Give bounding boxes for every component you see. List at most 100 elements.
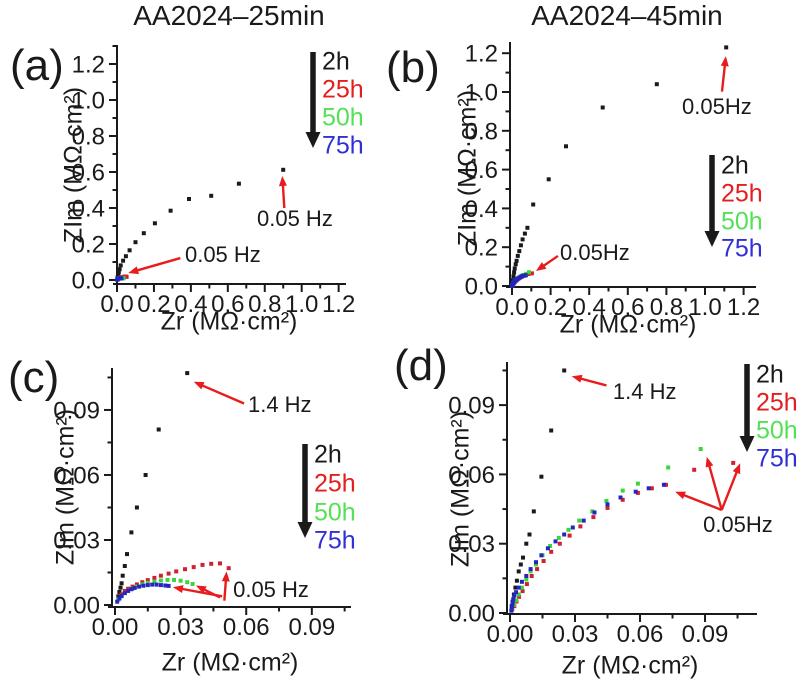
legend-item-75h-d: 75h	[756, 444, 798, 473]
annotation-arrow-shaft	[201, 587, 221, 599]
x-tick-label: 1.2	[322, 291, 355, 318]
data-point	[515, 253, 520, 258]
data-point	[549, 428, 554, 433]
data-point	[566, 527, 571, 532]
annotation-arrow-shaft	[720, 62, 727, 92]
panel-d-letter: (d)	[394, 341, 448, 390]
data-point	[516, 585, 521, 590]
legend-time-arrow-head	[739, 436, 755, 452]
y-tick-label: 0.00	[448, 601, 495, 628]
x-tick-label: 0.09	[682, 621, 729, 648]
data-point	[145, 578, 150, 583]
data-point	[541, 559, 546, 563]
annotation-arrow-shaft	[578, 376, 607, 387]
y-tick-label: 0.09	[53, 397, 100, 424]
data-point	[531, 509, 536, 514]
x-tick-label: 0.6	[611, 294, 644, 321]
x-tick-label: 0.03	[157, 614, 204, 641]
legend-item-50h-d: 50h	[756, 416, 798, 445]
data-point	[545, 546, 550, 551]
data-point	[524, 582, 529, 587]
panel-b-y-axis-label: ZIm (MΩ·cm²)	[453, 89, 482, 247]
panel-b-x-axis-label: Zr (MΩ·cm²)	[559, 310, 697, 339]
data-point	[528, 567, 533, 572]
data-point	[522, 231, 527, 236]
legend-item-25h-c: 25h	[314, 469, 356, 498]
annotation-arrow-shaft	[720, 469, 739, 511]
series-25h-d	[510, 460, 736, 612]
data-point	[567, 533, 572, 538]
panel-a-x-axis-label: Zr (MΩ·cm²)	[160, 307, 298, 336]
data-point	[519, 585, 524, 590]
data-point	[119, 593, 124, 598]
x-tick-label: 0.0	[495, 294, 528, 321]
data-point	[604, 499, 609, 503]
data-point	[525, 225, 530, 230]
data-point	[513, 262, 518, 267]
data-point	[158, 578, 163, 583]
data-point	[562, 368, 567, 373]
x-tick-label: 0.4	[573, 294, 606, 321]
y-tick-label: 0.0	[465, 274, 498, 301]
y-tick-label: 1.2	[72, 52, 105, 79]
annotation-arrow-head	[128, 266, 139, 275]
data-point	[556, 535, 561, 540]
data-point	[557, 541, 562, 546]
data-point	[119, 581, 124, 586]
annotation-label-b-0: 0.05Hz	[682, 93, 752, 119]
data-point	[511, 597, 516, 602]
data-point	[123, 254, 128, 259]
data-point	[524, 574, 529, 578]
annotation-arrow-head	[172, 585, 184, 593]
data-point	[512, 266, 517, 271]
data-point	[527, 532, 532, 537]
y-tick-label: 0.8	[72, 124, 105, 151]
data-point	[518, 243, 523, 248]
data-point	[126, 588, 131, 593]
data-point	[633, 489, 638, 494]
data-point	[218, 561, 222, 566]
panel-b-letter: (b)	[386, 43, 440, 92]
data-point	[209, 561, 214, 566]
data-point	[562, 532, 567, 537]
data-point	[521, 555, 525, 560]
data-point	[141, 583, 146, 588]
annotation-label-d-1: 0.05Hz	[703, 511, 773, 537]
data-point	[549, 549, 554, 554]
data-point	[172, 577, 176, 582]
legend-item-25h-a: 25h	[322, 75, 364, 104]
annotation-label-b-1: 0.05Hz	[560, 240, 630, 266]
data-point	[127, 248, 132, 253]
legend-time-arrow-head	[297, 522, 313, 538]
data-point	[134, 584, 139, 589]
data-point	[539, 474, 544, 479]
data-point	[605, 502, 610, 507]
legend-item-2h-a: 2h	[322, 47, 350, 76]
data-point	[166, 583, 171, 588]
y-tick-label: 0.03	[53, 527, 100, 554]
data-point	[649, 486, 654, 491]
x-tick-label: 0.06	[617, 621, 664, 648]
annotation-label-d-0: 1.4 Hz	[612, 378, 677, 404]
data-point	[605, 505, 610, 510]
data-point	[183, 567, 187, 572]
data-point	[281, 167, 286, 172]
data-point	[517, 594, 522, 599]
data-point	[145, 583, 150, 588]
data-point	[134, 505, 139, 510]
data-point	[187, 197, 191, 201]
x-tick-label: 0.2	[137, 291, 170, 318]
data-point	[118, 263, 123, 268]
annotation-arrow-head	[675, 491, 686, 500]
x-tick-label: 0.09	[288, 614, 335, 641]
data-point	[512, 593, 517, 598]
series-75h-d	[509, 482, 666, 613]
legend-item-50h-c: 50h	[314, 498, 356, 527]
data-point	[513, 585, 518, 590]
data-point	[509, 606, 514, 611]
data-point	[134, 582, 139, 587]
data-point	[661, 482, 666, 487]
data-point	[654, 82, 659, 87]
data-point	[158, 583, 163, 588]
